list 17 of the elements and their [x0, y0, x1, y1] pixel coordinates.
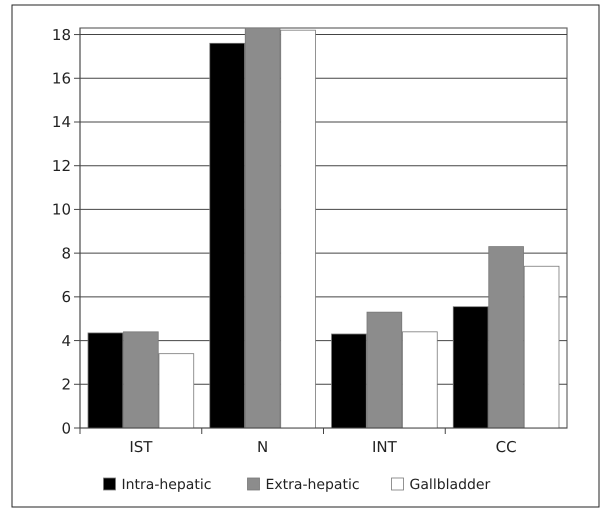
x-tick-label: N	[257, 438, 268, 456]
y-tick-label: 12	[52, 156, 71, 175]
x-tick-label: CC	[496, 438, 517, 456]
y-tick-label: 2	[61, 376, 71, 394]
x-tick-label: IST	[129, 438, 154, 456]
y-tick-label: 18	[52, 26, 71, 44]
y-tick-label: 14	[52, 113, 71, 132]
legend-label: Gallbladder	[410, 476, 490, 493]
y-tick-label: 8	[61, 244, 71, 262]
y-tick-label: 16	[52, 70, 71, 88]
legend-label: Intra-hepatic	[122, 476, 212, 493]
x-tick-label: INT	[372, 438, 398, 456]
y-tick-label: 4	[61, 332, 71, 350]
legend-label: Extra-hepatic	[266, 476, 360, 493]
y-tick-label: 6	[61, 288, 71, 306]
y-tick-label: 10	[52, 200, 71, 219]
y-tick-label: 0	[61, 419, 71, 438]
